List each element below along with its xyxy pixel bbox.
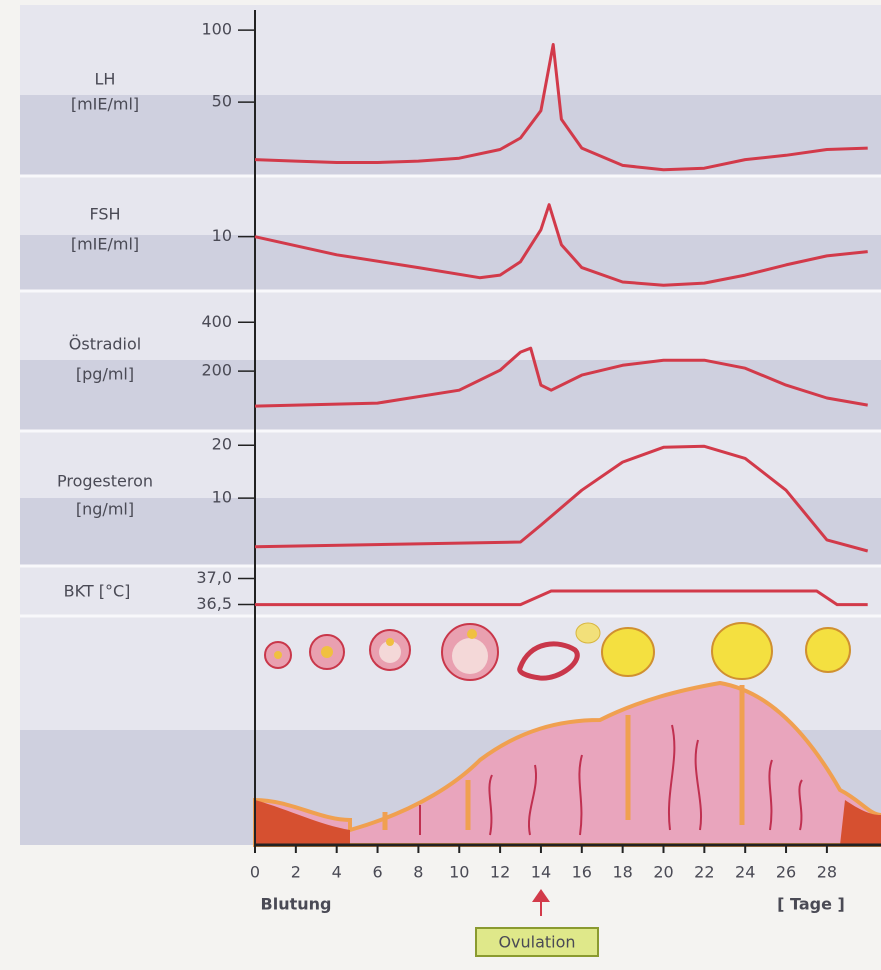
x-tick-label: 12 <box>490 863 510 882</box>
x-tick-label: 2 <box>291 863 301 882</box>
band <box>20 95 881 175</box>
y-axis-label: [mIE/ml] <box>71 235 139 254</box>
x-tick-label: 8 <box>413 863 423 882</box>
x-tick-label: 4 <box>332 863 342 882</box>
x-tick-label: 28 <box>817 863 837 882</box>
y-tick-label: 400 <box>201 312 232 331</box>
page: Blutung [ Tage ] Ovulation 0246810121416… <box>0 0 881 970</box>
y-axis-label: Östradiol <box>69 335 141 354</box>
x-tick-label: 18 <box>612 863 632 882</box>
band <box>20 235 881 290</box>
x-tick-label: 22 <box>694 863 714 882</box>
ovulation-arrow <box>532 889 550 916</box>
x-tick-label: 14 <box>531 863 551 882</box>
y-tick-label: 36,5 <box>196 594 232 613</box>
y-tick-label: 200 <box>201 361 232 380</box>
chart: Blutung [ Tage ] Ovulation 0246810121416… <box>0 0 881 966</box>
annotation: Ovulation <box>498 933 575 952</box>
x-tick-label: 16 <box>572 863 592 882</box>
x-label-left: Blutung <box>261 895 332 914</box>
y-tick-label: 10 <box>212 488 232 507</box>
x-tick-label: 6 <box>372 863 382 882</box>
y-tick-label: 10 <box>212 226 232 245</box>
y-axis-label: [pg/ml] <box>76 365 134 384</box>
y-axis-label: [ng/ml] <box>76 500 134 519</box>
x-tick-label: 20 <box>653 863 673 882</box>
x-label-right: [ Tage ] <box>777 895 845 914</box>
x-tick-label: 0 <box>250 863 260 882</box>
y-tick-label: 50 <box>212 92 232 111</box>
y-axis-label: BKT [°C] <box>64 582 131 601</box>
y-tick-label: 37,0 <box>196 568 232 587</box>
y-axis-label: FSH <box>89 205 120 224</box>
y-tick-label: 100 <box>201 20 232 39</box>
y-axis-label: [mIE/ml] <box>71 95 139 114</box>
x-tick-label: 24 <box>735 863 755 882</box>
x-tick-label: 10 <box>449 863 469 882</box>
band <box>20 498 881 565</box>
y-axis-label: Progesteron <box>57 472 153 491</box>
y-tick-label: 20 <box>212 435 232 454</box>
y-axis-label: LH <box>95 70 116 89</box>
x-tick-label: 26 <box>776 863 796 882</box>
